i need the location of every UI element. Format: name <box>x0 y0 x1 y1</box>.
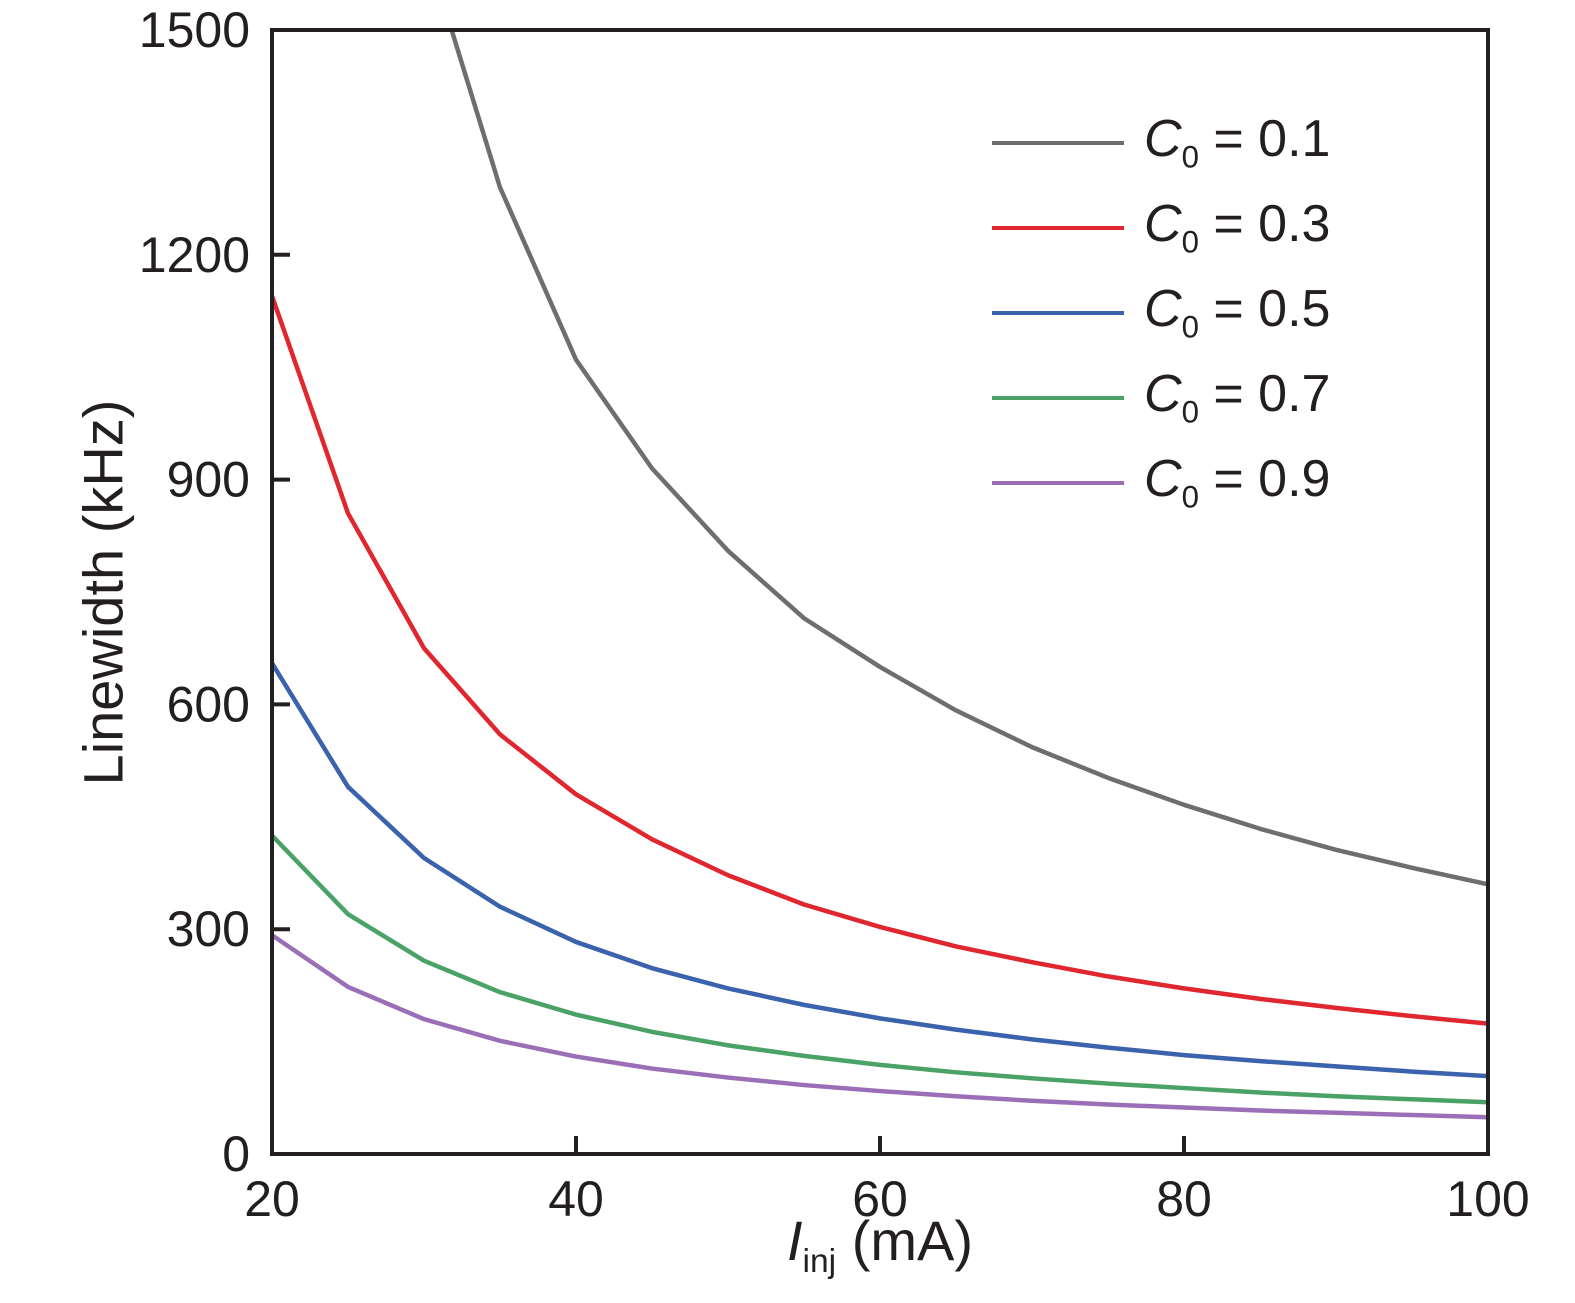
legend-label-c0-0.1: C0 = 0.1 <box>1144 110 1331 175</box>
x-axis-title-subscript: inj <box>802 1243 837 1281</box>
legend-item-c0-0.7: C0 = 0.7 <box>992 365 1331 430</box>
x-axis-title-unit: (mA) <box>836 1209 974 1272</box>
y-tick-label: 1500 <box>139 2 250 58</box>
x-tick-label: 80 <box>1156 1171 1212 1227</box>
x-tick-label: 20 <box>244 1171 300 1227</box>
legend-item-c0-0.3: C0 = 0.3 <box>992 195 1331 260</box>
legend-item-c0-0.5: C0 = 0.5 <box>992 280 1331 345</box>
series-lines <box>272 30 1488 1120</box>
legend-line-c0-0.5 <box>992 310 1124 315</box>
legend-label-c0-0.7: C0 = 0.7 <box>1144 365 1331 430</box>
legend-line-c0-0.9 <box>992 480 1124 485</box>
x-tick-label: 40 <box>548 1171 604 1227</box>
y-tick-label: 1200 <box>139 227 250 283</box>
legend-item-c0-0.9: C0 = 0.9 <box>992 450 1331 515</box>
legend-label-c0-0.3: C0 = 0.3 <box>1144 195 1331 260</box>
legend-line-c0-0.1 <box>992 140 1124 145</box>
x-axis-title-symbol: I <box>786 1209 803 1272</box>
y-tick-label: 300 <box>167 901 250 957</box>
legend-label-c0-0.9: C0 = 0.9 <box>1144 450 1331 515</box>
legend-line-c0-0.3 <box>992 225 1124 230</box>
series-line-c0-0.7 <box>272 833 1488 1105</box>
legend-item-c0-0.1: C0 = 0.1 <box>992 110 1331 175</box>
y-tick-label: 600 <box>167 676 250 732</box>
x-axis-title: Iinj (mA) <box>272 1208 1488 1281</box>
series-line-c0-0.5 <box>272 660 1488 1079</box>
legend: C0 = 0.1 C0 = 0.3 C0 = 0.5 C0 = 0.7 C0 = 0.9 <box>992 110 1331 515</box>
y-tick-label: 900 <box>167 452 250 508</box>
series-line-c0-0.9 <box>272 932 1488 1120</box>
y-tick-label: 0 <box>222 1126 250 1182</box>
x-tick-label: 60 <box>852 1171 908 1227</box>
legend-line-c0-0.7 <box>992 395 1124 400</box>
legend-label-c0-0.5: C0 = 0.5 <box>1144 280 1331 345</box>
series-line-c0-0.3 <box>272 293 1488 1026</box>
series-line-c0-0.1 <box>449 30 1488 887</box>
x-tick-label: 100 <box>1446 1171 1529 1227</box>
